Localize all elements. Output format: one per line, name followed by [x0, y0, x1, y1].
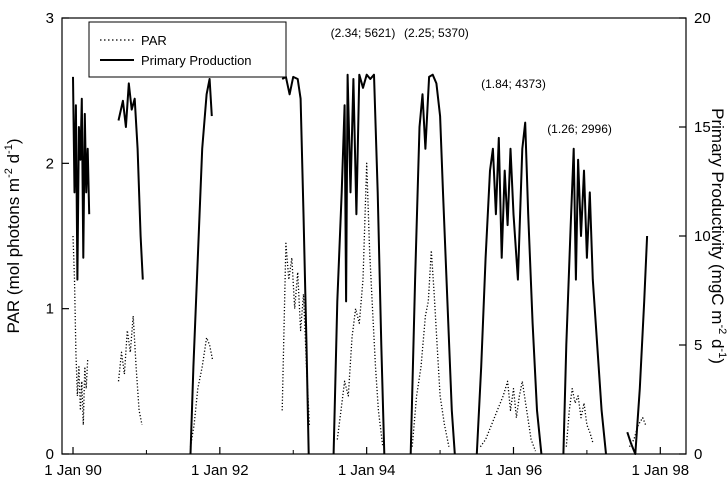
series-primary-production-line	[475, 121, 543, 455]
y-right-tick-label: 5	[694, 337, 702, 354]
legend-box	[88, 21, 287, 78]
y-right-tick-label: 15	[694, 119, 711, 136]
series-par-line	[336, 162, 384, 447]
legend: PAR Primary Production	[88, 21, 287, 78]
series-primary-production-line	[117, 82, 144, 280]
x-tick-label: 1 Jan 94	[338, 462, 396, 479]
annotation-label: (1.26; 2996)	[547, 122, 612, 136]
y-right-tick-label: 20	[694, 10, 711, 27]
y-left-axis-title: PAR (mol photons m-2 d-1)	[3, 139, 23, 334]
series-primary-production-line	[626, 235, 649, 455]
y-left-axis: 0 1 2 3	[46, 10, 69, 463]
series-primary-production-line	[189, 78, 213, 455]
series-primary-production-line	[281, 75, 310, 455]
annotation-label: (2.34; 5621)	[331, 26, 396, 40]
series-primary-production-line	[72, 76, 91, 281]
x-tick-label: 1 Jan 90	[44, 462, 102, 479]
annotation-label: (2.25; 5370)	[404, 26, 469, 40]
plot-lines	[72, 73, 649, 455]
series-par-line	[281, 242, 311, 425]
legend-label-primary-production: Primary Production	[141, 53, 252, 68]
x-tick-label: 1 Jan 96	[485, 462, 543, 479]
x-tick-label: 1 Jan 92	[191, 462, 249, 479]
annotations: (2.34; 5621) (2.25; 5370) (1.84; 4373) (1.2…	[331, 26, 612, 136]
y-left-tick-label: 3	[46, 10, 54, 27]
x-axis: 1 Jan 90 1 Jan 92 1 Jan 94 1 Jan 96 1 Jan 98	[44, 447, 689, 479]
series-primary-production-line	[332, 73, 386, 455]
series-par-line	[411, 249, 450, 447]
y-left-tick-label: 0	[46, 446, 54, 463]
legend-label-par: PAR	[141, 33, 167, 48]
y-right-tick-label: 10	[694, 228, 711, 245]
x-tick-label: 1 Jan 98	[632, 462, 690, 479]
y-left-tick-label: 2	[46, 155, 54, 172]
y-right-axis: 0 5 10 15 20	[679, 10, 711, 463]
series-primary-production-line	[562, 147, 607, 455]
y-right-tick-label: 0	[694, 446, 702, 463]
series-par-line	[189, 337, 214, 447]
annotation-label: (1.84; 4373)	[481, 77, 546, 91]
y-left-tick-label: 1	[46, 301, 54, 318]
series-primary-production-line	[409, 73, 456, 455]
y-right-axis-title: Primary Productivity (mgC m-2 d-1)	[708, 108, 728, 364]
